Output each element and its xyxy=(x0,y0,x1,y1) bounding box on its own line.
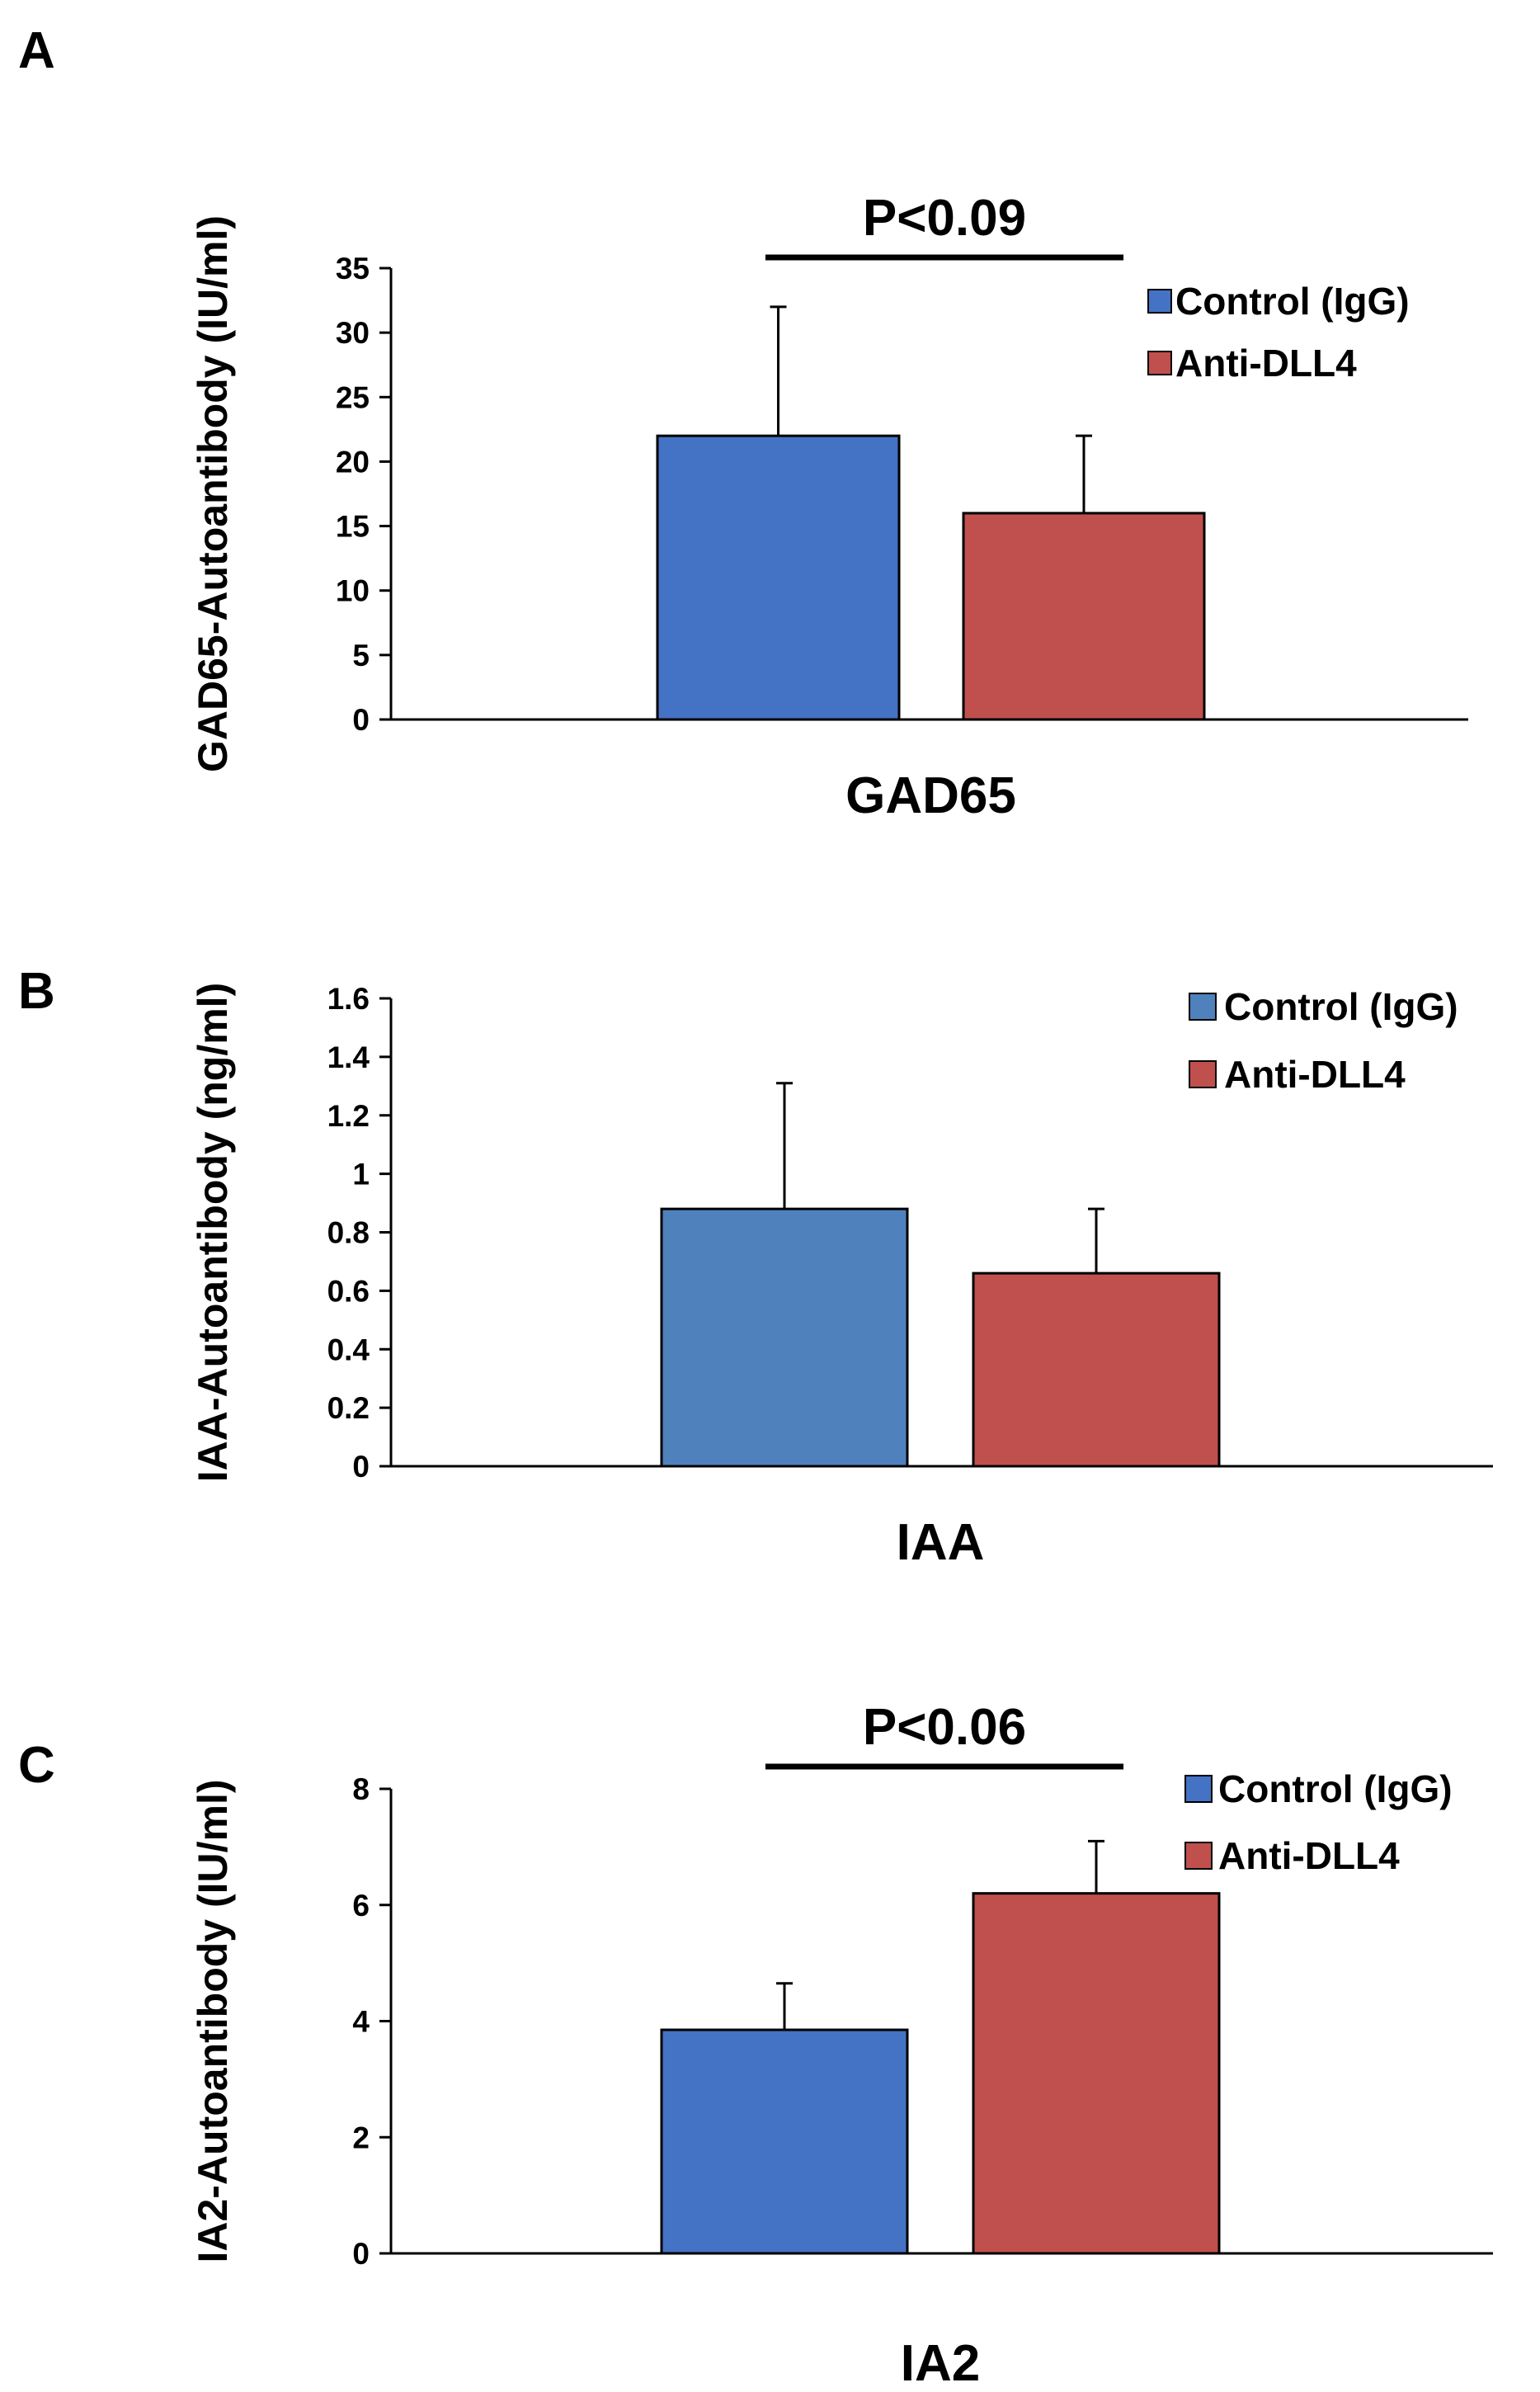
y-tick-label: 30 xyxy=(336,316,370,350)
y-tick-label: 1.4 xyxy=(327,1040,370,1074)
y-tick-label: 0.2 xyxy=(327,1391,370,1425)
y-tick-label: 1.2 xyxy=(327,1099,370,1133)
y-tick-label: 4 xyxy=(352,2005,370,2039)
y-tick-label: 0.6 xyxy=(327,1274,370,1308)
y-tick-label: 0 xyxy=(352,703,370,737)
y-tick-label: 5 xyxy=(352,639,370,672)
y-tick-label: 0 xyxy=(352,1450,370,1484)
y-tick-label: 0.4 xyxy=(327,1333,370,1366)
x-category-label: IA2 xyxy=(901,2335,980,2392)
y-tick-label: 1.6 xyxy=(327,982,370,1016)
y-tick-label: 10 xyxy=(336,574,370,608)
legend-label: Anti-DLL4 xyxy=(1224,1053,1406,1096)
y-tick-label: 8 xyxy=(352,1772,370,1806)
legend-label: Anti-DLL4 xyxy=(1218,1834,1400,1877)
legend-label: Control (IgG) xyxy=(1224,985,1458,1028)
y-tick-label: 0 xyxy=(352,2237,370,2271)
legend-label: Anti-DLL4 xyxy=(1175,342,1357,385)
legend-swatch xyxy=(1184,1842,1213,1870)
y-axis-title: IA2-Autoantibody (IU/ml) xyxy=(190,1779,236,2262)
y-tick-label: 35 xyxy=(336,252,370,285)
significance-label: P<0.06 xyxy=(863,1699,1026,1756)
legend-swatch xyxy=(1184,1775,1213,1803)
y-tick-label: 2 xyxy=(352,2121,370,2154)
panel-letter: B xyxy=(18,963,55,1020)
bar-control xyxy=(660,2028,909,2255)
legend-swatch xyxy=(1189,993,1217,1021)
y-axis-title: IAA-Autoantibody (ng/ml) xyxy=(190,983,236,1482)
legend-swatch xyxy=(1147,351,1172,375)
bar-anti-dll4 xyxy=(962,512,1206,721)
bar-control xyxy=(660,1207,909,1468)
y-axis-title: GAD65-Autoantibody (IU/ml) xyxy=(190,215,236,772)
legend-label: Control (IgG) xyxy=(1218,1767,1453,1810)
y-tick-label: 15 xyxy=(336,510,370,544)
legend-swatch xyxy=(1147,289,1172,314)
legend-swatch xyxy=(1189,1060,1217,1088)
y-tick-label: 6 xyxy=(352,1889,370,1923)
y-tick-label: 0.8 xyxy=(327,1216,370,1250)
significance-label: P<0.09 xyxy=(863,190,1026,247)
bar-control xyxy=(656,434,901,721)
y-tick-label: 1 xyxy=(352,1158,370,1191)
bar-anti-dll4 xyxy=(972,1892,1221,2255)
legend-label: Control (IgG) xyxy=(1175,280,1410,323)
panel-letter: A xyxy=(18,22,55,79)
panel-letter: C xyxy=(18,1737,55,1794)
y-tick-label: 25 xyxy=(336,380,370,414)
x-category-label: IAA xyxy=(897,1514,985,1571)
x-category-label: GAD65 xyxy=(845,767,1016,824)
bar-anti-dll4 xyxy=(972,1271,1221,1468)
y-tick-label: 20 xyxy=(336,445,370,479)
